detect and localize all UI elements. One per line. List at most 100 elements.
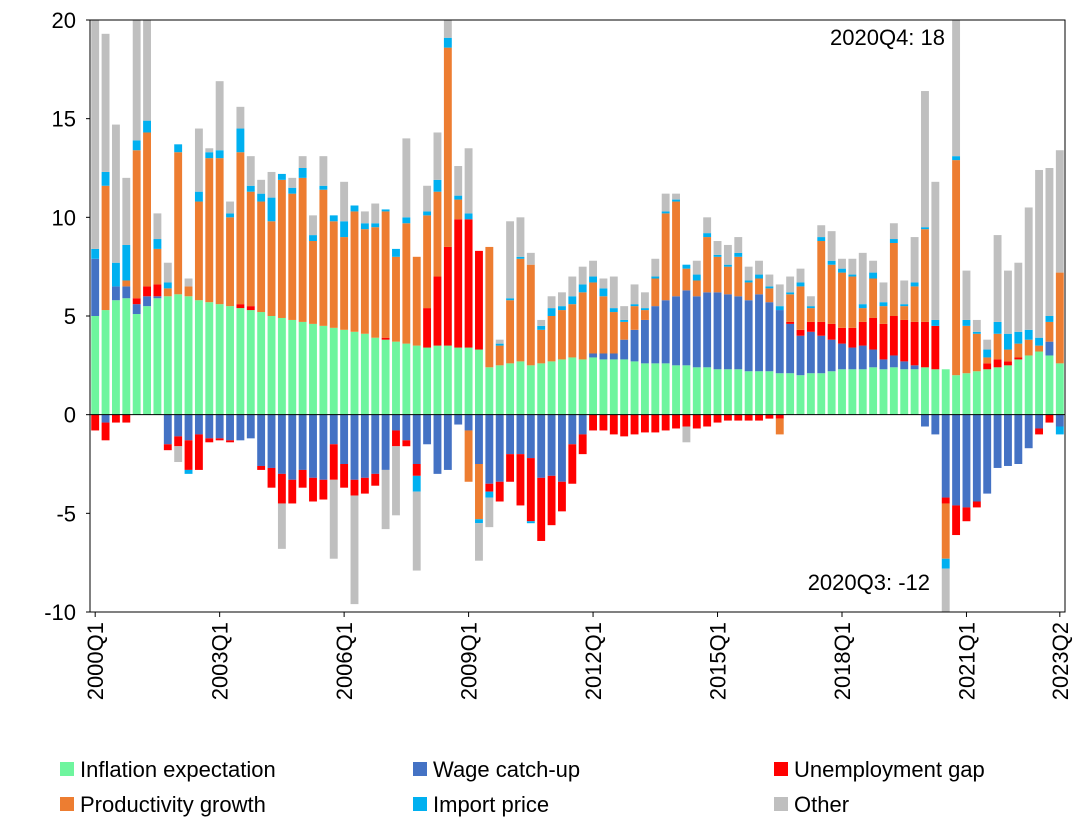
bar-segment [350, 211, 359, 332]
bar-segment [495, 481, 504, 502]
bar-segment [236, 106, 245, 129]
bar-segment [775, 284, 784, 307]
bar-segment [1045, 168, 1054, 316]
bar-segment [475, 349, 483, 415]
bar-segment [329, 221, 338, 328]
bar-segment [682, 365, 691, 415]
bar-segment [215, 414, 224, 439]
bar-segment [972, 331, 981, 334]
bar-segment [568, 276, 577, 297]
y-tick-label: 0 [64, 403, 76, 428]
bar-segment [1004, 270, 1012, 334]
bar-segment [651, 276, 660, 279]
bar-segment [1055, 150, 1064, 273]
bar-segment [703, 414, 712, 427]
bar-segment [350, 205, 359, 212]
bar-segment [993, 333, 1002, 360]
legend-label: Productivity growth [80, 792, 266, 817]
bar-segment [755, 278, 763, 295]
bar-segment [661, 363, 670, 415]
bar-segment [858, 252, 867, 305]
bar-segment [340, 221, 349, 238]
bar-segment [412, 475, 421, 492]
bar-segment [599, 359, 608, 415]
bar-segment [277, 473, 286, 504]
bar-segment [163, 262, 172, 283]
bar-segment [215, 304, 224, 415]
bar-segment [184, 286, 193, 297]
bar-segment [765, 371, 774, 415]
bar-segment [558, 292, 566, 307]
bar-segment [703, 292, 712, 368]
bar-segment [910, 369, 919, 415]
bar-segment [1035, 169, 1044, 338]
bar-segment [972, 501, 981, 508]
bar-segment [630, 284, 639, 305]
bar-segment [506, 454, 515, 482]
bar-segment [838, 272, 846, 328]
annotation: 2020Q3: -12 [808, 570, 930, 595]
bar-segment [547, 475, 556, 526]
bar-segment [1014, 414, 1023, 464]
x-tick-label: 2012Q1 [581, 622, 606, 700]
bar-segment [889, 223, 898, 240]
bar-segment [381, 211, 390, 338]
bar-segment [392, 430, 400, 447]
bar-segment [329, 215, 338, 222]
bar-segment [516, 361, 525, 415]
bar-segment [910, 237, 919, 283]
bar-segment [174, 152, 183, 295]
bar-segment [921, 229, 929, 322]
bar-segment [132, 314, 141, 415]
bar-segment [267, 467, 276, 488]
bar-segment [952, 156, 961, 161]
bar-segment [184, 469, 193, 474]
bar-segment [578, 284, 587, 293]
bar-segment [277, 503, 286, 549]
bar-segment [661, 300, 670, 364]
bar-segment [360, 333, 369, 415]
bar-segment [661, 213, 670, 301]
bar-segment [433, 414, 442, 474]
bar-segment [921, 414, 929, 427]
bar-segment [817, 321, 826, 336]
bar-segment [526, 252, 535, 265]
bar-segment [132, 140, 141, 151]
bar-segment [174, 436, 183, 447]
bar-segment [194, 128, 203, 192]
bar-segment [952, 160, 961, 376]
bar-segment [329, 327, 338, 415]
bar-segment [443, 20, 452, 38]
bar-segment [506, 298, 515, 301]
bar-segment [941, 369, 950, 415]
bar-segment [941, 497, 950, 504]
bar-segment [257, 201, 266, 313]
bar-segment [848, 276, 857, 328]
bar-segment [371, 414, 380, 474]
bar-segment [454, 199, 463, 220]
bar-segment [786, 294, 795, 322]
bar-segment [858, 369, 867, 415]
bar-segment [838, 369, 846, 415]
bar-segment [983, 357, 992, 364]
y-tick-label: 20 [52, 8, 76, 33]
bar-segment [174, 446, 183, 463]
bar-segment [941, 503, 950, 559]
bar-segment [1004, 333, 1012, 350]
bar-segment [215, 158, 224, 305]
bar-segment [703, 217, 712, 234]
bar-segment [817, 335, 826, 374]
bar-segment [371, 223, 380, 228]
bar-segment [143, 306, 151, 415]
x-tick-label: 2021Q1 [954, 622, 979, 700]
y-tick-label: 15 [52, 107, 76, 132]
bar-segment [558, 306, 566, 311]
bar-segment [578, 414, 587, 435]
bar-segment [309, 477, 317, 502]
bar-segment [931, 319, 940, 326]
bar-segment [775, 373, 784, 415]
bar-segment [910, 321, 919, 366]
bar-segment [661, 193, 670, 212]
bar-segment [827, 339, 836, 372]
bar-segment [858, 308, 867, 322]
